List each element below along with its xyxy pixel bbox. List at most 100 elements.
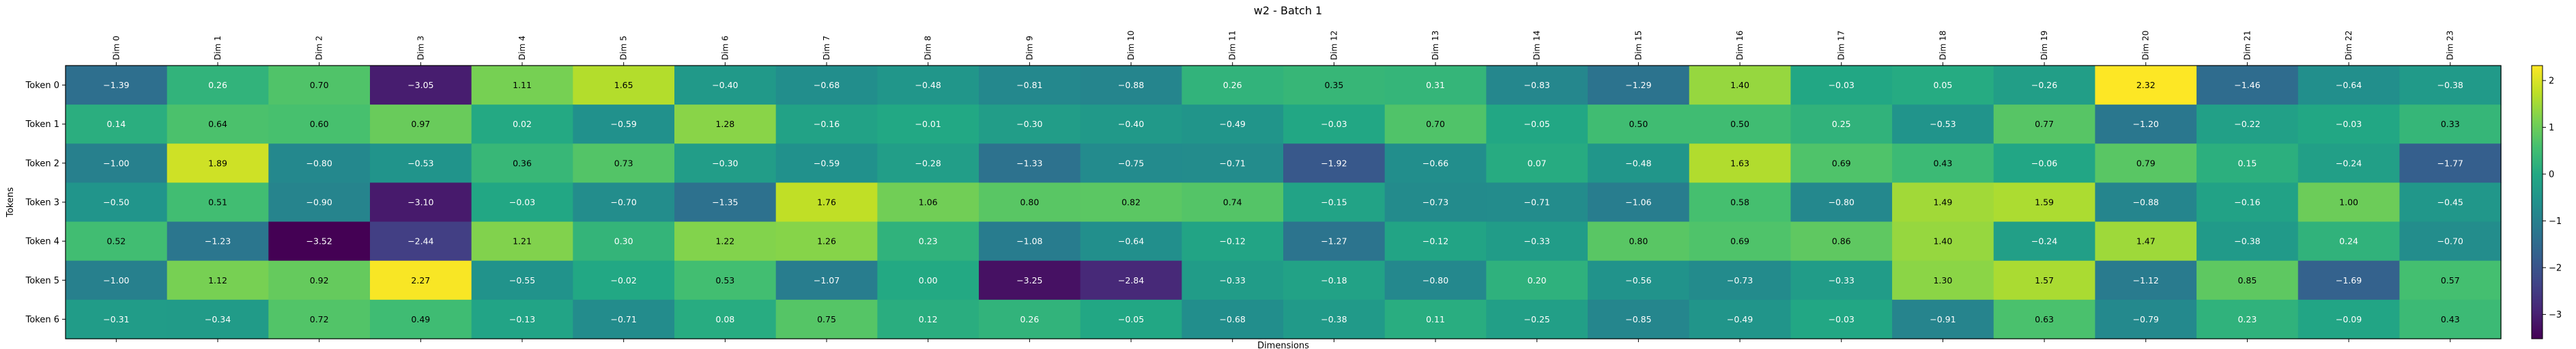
cell-value-label: −0.38 — [2234, 236, 2260, 247]
cell-value-label: −1.69 — [2336, 275, 2362, 285]
cell-value-label: −0.05 — [1118, 314, 1144, 324]
cell-value-label: 0.43 — [1933, 158, 1952, 168]
heatmap-cell — [1182, 143, 1284, 184]
heatmap-cell — [2196, 104, 2299, 144]
column-label: Dim 13 — [1431, 31, 1440, 60]
cell-value-label: 1.06 — [919, 197, 938, 207]
cell-value-label: −0.30 — [1016, 119, 1042, 129]
heatmap-cell — [2298, 66, 2401, 105]
heatmap-cell — [979, 260, 1081, 301]
cell-value-label: −0.49 — [1220, 119, 1246, 129]
row-label: Token 6 — [25, 315, 59, 325]
heatmap-cell — [573, 66, 675, 105]
heatmap-cell — [471, 143, 573, 184]
heatmap-cell — [979, 221, 1081, 262]
cell-value-label: 1.22 — [715, 236, 734, 247]
heatmap-cell — [775, 143, 878, 184]
cell-value-label: −0.91 — [1930, 314, 1956, 324]
cell-value-label: −0.53 — [1930, 119, 1956, 129]
cell-value-label: −0.24 — [2336, 158, 2362, 168]
cell-value-label: −0.03 — [1829, 314, 1855, 324]
heatmap-cell — [167, 104, 269, 144]
cell-value-label: 0.70 — [1426, 119, 1445, 129]
heatmap-cell — [1182, 260, 1284, 301]
column-label: Dim 18 — [1938, 31, 1947, 60]
cell-value-label: −0.33 — [1524, 236, 1550, 247]
column-label: Dim 9 — [1025, 36, 1034, 60]
cell-value-label: 1.76 — [817, 197, 836, 207]
heatmap-cell — [2399, 299, 2502, 339]
cell-value-label: −0.55 — [509, 275, 535, 285]
cell-value-label: −1.35 — [712, 197, 738, 207]
row-label: Token 2 — [25, 158, 59, 169]
heatmap-cell — [1993, 143, 2095, 184]
cell-value-label: −0.40 — [712, 80, 738, 90]
heatmap-cell — [2095, 299, 2197, 339]
heatmap-cell — [775, 66, 878, 105]
heatmap-cell — [1384, 182, 1487, 223]
column-labels: Dim 0 Dim 1 Dim 2 Dim 3 Dim 4 Dim 5 Dim 6 Dim 7… — [111, 31, 2455, 342]
heatmap-cell — [674, 182, 777, 223]
heatmap-cell — [66, 143, 168, 184]
column-label: Dim 7 — [822, 36, 831, 60]
cell-value-label: −0.09 — [2336, 314, 2362, 324]
cell-value-label: 0.86 — [1832, 236, 1851, 247]
heatmap-cell — [1892, 143, 1994, 184]
cell-value-label: −2.84 — [1118, 275, 1144, 285]
heatmap-cell — [1182, 221, 1284, 262]
heatmap-cell — [1080, 66, 1182, 105]
heatmap-cell — [1689, 104, 1791, 144]
cell-value-label: 0.80 — [1020, 197, 1039, 207]
heatmap-cell — [1790, 299, 1893, 339]
heatmap-cell — [66, 104, 168, 144]
colorbar-gradient — [2531, 65, 2543, 339]
heatmap-cell — [2095, 66, 2197, 105]
cell-value-label: 0.35 — [1324, 80, 1343, 90]
cell-value-label: −1.33 — [1016, 158, 1042, 168]
cell-value-label: −0.28 — [915, 158, 941, 168]
cell-value-label: 1.89 — [208, 158, 227, 168]
heatmap-cell — [979, 299, 1081, 339]
heatmap-cell — [2399, 104, 2502, 144]
cell-value-label: −0.40 — [1118, 119, 1144, 129]
heatmap-cell — [1080, 221, 1182, 262]
column-label: Dim 17 — [1837, 31, 1846, 60]
heatmap-cell — [471, 104, 573, 144]
cell-value-label: 1.40 — [1730, 80, 1749, 90]
cell-value-label: −0.73 — [1727, 275, 1753, 285]
cell-value-label: −0.90 — [306, 197, 332, 207]
heatmap-cell — [1689, 260, 1791, 301]
column-label: Dim 3 — [416, 36, 425, 60]
heatmap-cell — [1384, 299, 1487, 339]
cell-value-label: −0.01 — [915, 119, 941, 129]
cell-value-label: 0.25 — [1832, 119, 1851, 129]
heatmap-cell — [674, 66, 777, 105]
heatmap-cell — [775, 299, 878, 339]
heatmap-cell — [471, 299, 573, 339]
heatmap-cell — [1384, 143, 1487, 184]
cell-value-label: 0.57 — [2441, 275, 2460, 285]
cell-value-label: 0.05 — [1933, 80, 1952, 90]
cell-value-label: −0.03 — [1829, 80, 1855, 90]
cell-value-label: −0.56 — [1625, 275, 1651, 285]
cell-value-label: −0.34 — [205, 314, 231, 324]
column-label: Dim 11 — [1228, 31, 1237, 60]
cell-value-label: −0.80 — [1829, 197, 1855, 207]
heatmap-cell — [167, 299, 269, 339]
cell-value-label: 0.07 — [1528, 158, 1547, 168]
cell-value-label: −1.00 — [103, 275, 129, 285]
heatmap-cell — [1892, 299, 1994, 339]
colorbar-tick-label: −1 — [2549, 217, 2562, 227]
cell-value-label: 0.26 — [208, 80, 227, 90]
column-label: Dim 2 — [315, 36, 324, 60]
cell-value-label: −0.30 — [712, 158, 738, 168]
colorbar-tick-label: 0 — [2549, 169, 2554, 180]
cell-value-label: −0.22 — [2234, 119, 2260, 129]
cell-value-label: 0.49 — [411, 314, 430, 324]
heatmap-cell — [370, 143, 472, 184]
cell-value-label: −1.77 — [2437, 158, 2463, 168]
heatmap-cell — [573, 182, 675, 223]
cell-value-label: −3.52 — [306, 236, 332, 247]
cell-value-label: 0.74 — [1223, 197, 1242, 207]
heatmap-cell — [2196, 66, 2299, 105]
